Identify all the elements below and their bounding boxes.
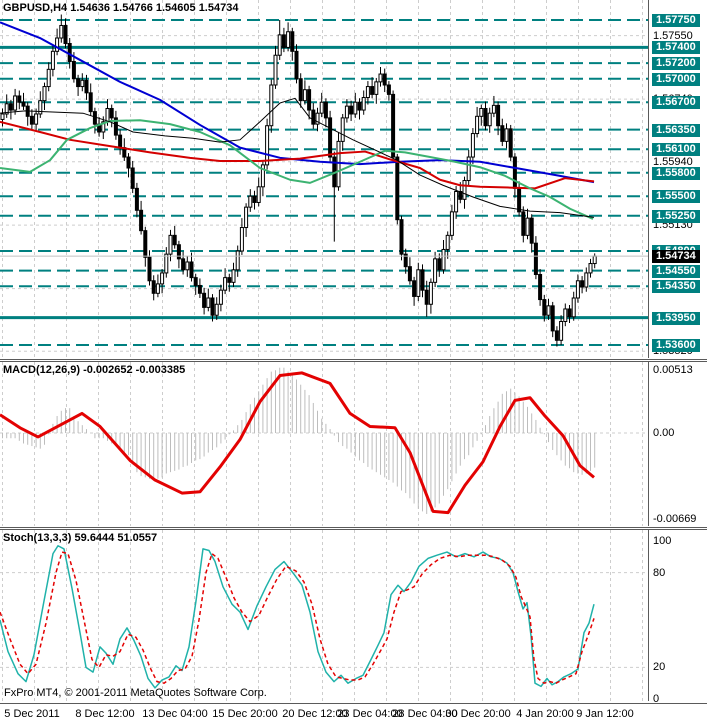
date-label: 9 Jan 12:00: [576, 708, 634, 720]
main-chart-panel[interactable]: GBPUSD,H4 1.54636 1.54766 1.54605 1.5473…: [0, 0, 707, 360]
date-label: 5 Dec 2011: [4, 708, 60, 720]
stoch-0-label: 0: [653, 693, 660, 705]
stochastic-panel[interactable]: Stoch(13,3,3) 59.6444 51.0557 100 80 20 0 F…: [0, 529, 707, 705]
macd-max-label: 0.00513: [653, 364, 693, 376]
macd-zero-label: 0.00: [653, 427, 675, 439]
macd-chart[interactable]: [0, 362, 648, 526]
price-level-tag: 1.55250: [652, 210, 700, 223]
price-level-tag: 1.57400: [652, 41, 700, 54]
date-label: 15 Dec 20:00: [212, 708, 278, 720]
stochastic-title: Stoch(13,3,3) 59.6444 51.0557: [3, 532, 158, 544]
stoch-80-label: 80: [653, 567, 666, 579]
macd-panel[interactable]: MACD(12,26,9) -0.002652 -0.003385 0.0051…: [0, 361, 707, 528]
date-label: 30 Dec 20:00: [445, 708, 511, 720]
copyright-text: FxPro MT4, © 2001-2011 MetaQuotes Softwa…: [4, 687, 267, 699]
price-axis-line: [648, 0, 649, 358]
chart-title: GBPUSD,H4 1.54636 1.54766 1.54605 1.5473…: [3, 2, 239, 14]
date-label: 8 Dec 12:00: [75, 708, 135, 720]
macd-axis-line: [648, 362, 649, 526]
price-level-tag: 1.57200: [652, 57, 700, 70]
price-level-tag: 1.57750: [652, 14, 700, 27]
price-tick-label: 1.55940: [653, 156, 693, 168]
stoch-axis-line: [648, 530, 649, 701]
price-level-tag: 1.54550: [652, 265, 700, 278]
price-tick-label: 1.57550: [653, 30, 693, 42]
price-level-tag: 1.53600: [652, 339, 700, 352]
macd-title: MACD(12,26,9) -0.002652 -0.003385: [3, 364, 186, 376]
date-label: 23 Dec 04:00: [337, 708, 403, 720]
price-level-tag: 1.56700: [652, 96, 700, 109]
price-level-tag: 1.53950: [652, 312, 700, 325]
price-level-tag: 1.55500: [652, 190, 700, 203]
time-axis[interactable]: 5 Dec 2011 8 Dec 12:00 13 Dec 04:00 15 Dec …: [0, 703, 707, 723]
price-level-tag: 1.56350: [652, 124, 700, 137]
stoch-20-label: 20: [653, 661, 666, 673]
stochastic-chart[interactable]: [0, 530, 648, 701]
date-label: 20 Dec 12:00: [282, 708, 348, 720]
date-label: 13 Dec 04:00: [142, 708, 208, 720]
price-level-tag: 1.54350: [652, 280, 700, 293]
current-price-tag: 1.54734: [652, 250, 700, 263]
price-level-tag: 1.57000: [652, 73, 700, 86]
date-label: 28 Dec 04:00: [392, 708, 458, 720]
date-label: 4 Jan 20:00: [516, 708, 574, 720]
stoch-100-label: 100: [653, 535, 672, 547]
macd-min-label: -0.00669: [653, 513, 697, 525]
candlestick-chart[interactable]: [0, 0, 648, 358]
price-level-tag: 1.56100: [652, 143, 700, 156]
price-level-tag: 1.55800: [652, 167, 700, 180]
